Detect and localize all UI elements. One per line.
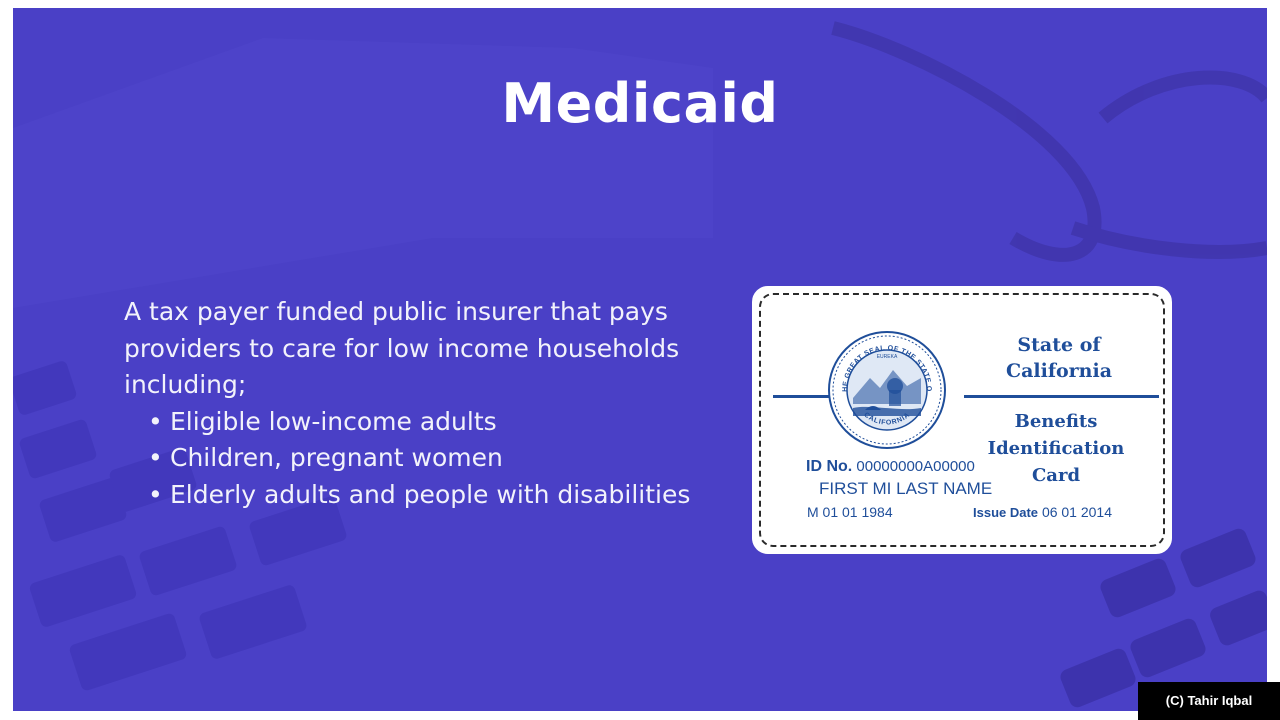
california-state-seal-icon: THE GREAT SEAL OF THE STATE OF CALIFORNI… xyxy=(825,328,946,449)
card-holder-name: FIRST MI LAST NAME xyxy=(819,479,993,498)
card-title: Benefits Identification Card xyxy=(976,408,1136,489)
slide-title: Medicaid xyxy=(501,72,779,135)
card-state-line2: California xyxy=(1005,360,1113,382)
card-title-line3: Card xyxy=(1031,465,1081,486)
benefits-id-card: THE GREAT SEAL OF THE STATE OF CALIFORNI… xyxy=(752,286,1172,554)
copyright-watermark: (C) Tahir Iqbal xyxy=(1138,682,1280,720)
bullet-icon: • xyxy=(148,479,163,509)
card-title-line1: Benefits xyxy=(1014,411,1098,432)
bullet-icon: • xyxy=(148,443,163,472)
card-rule-left xyxy=(773,395,845,398)
card-issue-label: Issue Date xyxy=(973,505,1039,520)
list-item: • Children, pregnant women xyxy=(148,440,734,477)
list-item-text: Elderly adults and people with disabilit… xyxy=(170,479,691,509)
intro-paragraph: A tax payer funded public insurer that p… xyxy=(124,297,680,399)
list-item-text: Children, pregnant women xyxy=(170,443,503,472)
list-item: • Elderly adults and people with disabili… xyxy=(148,477,734,514)
card-dob: M 01 01 1984 xyxy=(807,504,893,520)
card-state-heading: State of California xyxy=(984,332,1134,384)
list-item: • Eligible low-income adults xyxy=(148,404,734,441)
eligibility-list: • Eligible low-income adults • Children, p… xyxy=(124,404,734,514)
card-issue-value: 06 01 2014 xyxy=(1041,504,1113,520)
slide: Medicaid A tax payer funded public insur… xyxy=(13,8,1267,711)
card-id-label: ID No. xyxy=(806,458,853,475)
card-rule-right xyxy=(964,395,1159,398)
card-state-line1: State of xyxy=(1017,334,1101,356)
card-dashed-border xyxy=(759,293,1165,547)
svg-text:EUREKA: EUREKA xyxy=(877,354,898,360)
card-title-line2: Identification xyxy=(987,438,1125,459)
card-issue-date: Issue Date 06 01 2014 xyxy=(973,504,1112,520)
card-id-number: ID No. 00000000A00000 xyxy=(806,458,975,476)
bullet-icon: • xyxy=(148,406,163,436)
background-keyboard-glasses-image xyxy=(13,21,1267,708)
list-item-text: Eligible low-income adults xyxy=(170,406,497,436)
card-id-value: 00000000A00000 xyxy=(856,458,975,475)
slide-body: A tax payer funded public insurer that p… xyxy=(124,294,734,513)
